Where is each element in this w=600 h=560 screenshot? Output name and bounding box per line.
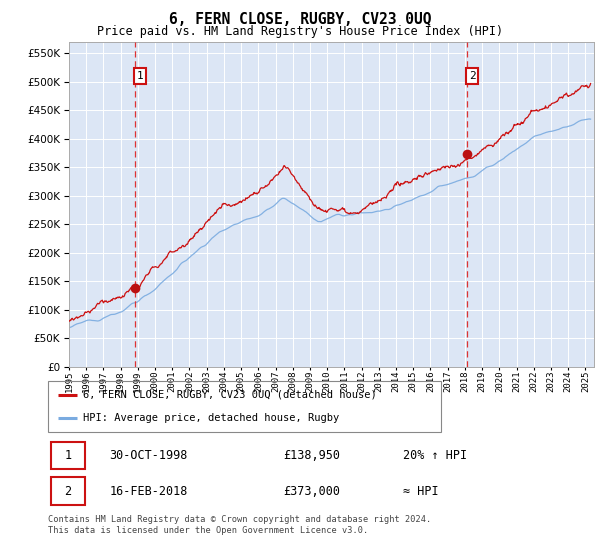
Text: £138,950: £138,950 <box>283 449 340 462</box>
Text: 16-FEB-2018: 16-FEB-2018 <box>109 484 188 498</box>
Text: ≈ HPI: ≈ HPI <box>403 484 439 498</box>
Text: 30-OCT-1998: 30-OCT-1998 <box>109 449 188 462</box>
FancyBboxPatch shape <box>50 478 85 505</box>
Text: 2: 2 <box>469 71 475 81</box>
Text: £373,000: £373,000 <box>283 484 340 498</box>
FancyBboxPatch shape <box>50 442 85 469</box>
Text: 6, FERN CLOSE, RUGBY, CV23 0UQ (detached house): 6, FERN CLOSE, RUGBY, CV23 0UQ (detached… <box>83 390 377 400</box>
Text: 6, FERN CLOSE, RUGBY, CV23 0UQ: 6, FERN CLOSE, RUGBY, CV23 0UQ <box>169 12 431 27</box>
Text: Price paid vs. HM Land Registry's House Price Index (HPI): Price paid vs. HM Land Registry's House … <box>97 25 503 38</box>
Text: 1: 1 <box>137 71 143 81</box>
Text: 20% ↑ HPI: 20% ↑ HPI <box>403 449 467 462</box>
Text: Contains HM Land Registry data © Crown copyright and database right 2024.
This d: Contains HM Land Registry data © Crown c… <box>48 515 431 535</box>
Text: HPI: Average price, detached house, Rugby: HPI: Average price, detached house, Rugb… <box>83 413 340 423</box>
Text: 2: 2 <box>64 484 71 498</box>
Text: 1: 1 <box>64 449 71 462</box>
